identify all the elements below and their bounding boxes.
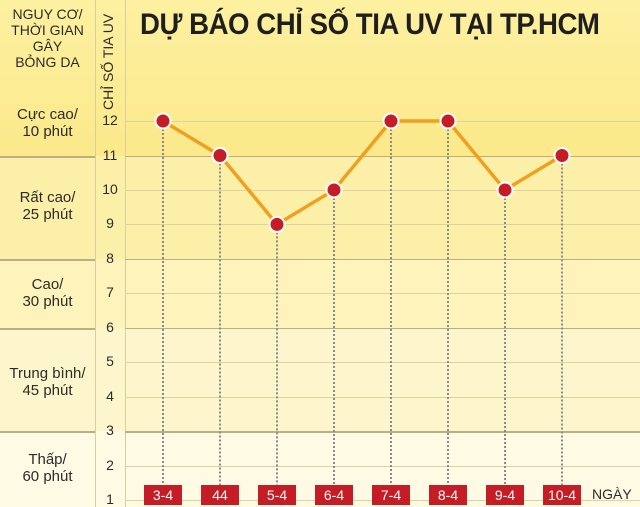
- risk-label-line: Rất cao/: [19, 189, 76, 206]
- left-column-divider: [95, 0, 96, 507]
- data-point-marker: [325, 181, 343, 199]
- y-tick-label: 3: [106, 422, 114, 439]
- gridline: [125, 224, 640, 226]
- band-cuc-cao: [0, 0, 640, 156]
- gridline: [125, 258, 640, 261]
- risk-header-line: THỜI GIAN: [11, 22, 84, 38]
- risk-label-line: 10 phút: [22, 123, 73, 140]
- risk-label-thap: Thấp/ 60 phút: [0, 451, 95, 485]
- gridline: [125, 189, 640, 191]
- risk-label-line: Cao/: [31, 276, 64, 293]
- risk-label-line: Cực cao/: [17, 106, 78, 123]
- date-label: 8-4: [429, 485, 467, 505]
- band-separator: [0, 156, 95, 158]
- risk-header-line: NGUY CƠ/: [12, 6, 83, 22]
- gridline: [125, 431, 640, 433]
- risk-label-line: 45 phút: [22, 382, 73, 399]
- risk-label-line: Thấp/: [28, 451, 67, 468]
- date-label: 7-4: [372, 485, 410, 505]
- risk-header: NGUY CƠ/ THỜI GIAN GÂY BỎNG DA: [0, 6, 95, 70]
- risk-label-cao: Cao/ 30 phút: [0, 276, 95, 310]
- risk-label-trung-binh: Trung bình/ 45 phút: [0, 365, 95, 399]
- date-label: 5-4: [258, 485, 296, 505]
- gridline: [125, 362, 640, 364]
- risk-label-line: 30 phút: [22, 293, 73, 310]
- data-point-marker: [268, 215, 286, 233]
- date-label: 10-4: [543, 485, 581, 505]
- data-point-marker: [439, 112, 457, 130]
- y-tick-label: 12: [102, 112, 118, 129]
- band-separator: [0, 259, 95, 261]
- y-tick-label: 8: [106, 249, 114, 266]
- risk-header-line: GÂY: [32, 38, 63, 54]
- y-tick-label: 1: [106, 491, 114, 507]
- data-point-marker: [553, 147, 571, 164]
- band-separator: [0, 328, 95, 330]
- data-point-marker: [154, 112, 172, 130]
- y-tick-label: 10: [102, 180, 118, 197]
- data-point-marker: [496, 181, 514, 199]
- band-separator: [0, 431, 95, 433]
- risk-label-line: 25 phút: [22, 206, 73, 223]
- y-tick-label: 9: [106, 215, 114, 232]
- date-label: 44: [201, 485, 239, 505]
- y-tick-label: 2: [106, 456, 114, 473]
- y-tick-label: 4: [106, 387, 114, 404]
- date-label: 9-4: [486, 485, 524, 505]
- x-axis-label: NGÀY: [592, 486, 632, 502]
- risk-label-rat-cao: Rất cao/ 25 phút: [0, 189, 95, 223]
- gridline: [125, 327, 640, 330]
- risk-header-line: BỎNG DA: [15, 54, 80, 70]
- date-label: 6-4: [315, 485, 353, 505]
- y-tick-label: 7: [106, 284, 114, 301]
- gridline: [125, 465, 640, 467]
- risk-label-line: Trung bình/: [9, 365, 86, 382]
- band-trung-binh: [0, 328, 640, 431]
- y-tick-label: 11: [102, 146, 118, 163]
- gridline: [125, 396, 640, 398]
- gridline: [125, 121, 640, 123]
- date-label: 3-4: [144, 485, 182, 505]
- risk-label-line: 60 phút: [22, 468, 73, 485]
- chart-title: DỰ BÁO CHỈ SỐ TIA UV TẠI TP.HCM: [140, 8, 600, 41]
- data-point-marker: [382, 112, 400, 130]
- y-tick-label: 5: [106, 353, 114, 370]
- data-point-marker: [211, 147, 229, 164]
- risk-label-cuc-cao: Cực cao/ 10 phút: [0, 106, 95, 140]
- uv-series-line: [162, 119, 563, 227]
- y-tick-label: 6: [106, 318, 114, 335]
- gridline: [125, 155, 640, 157]
- y-axis-line: [125, 0, 126, 507]
- gridline: [125, 293, 640, 295]
